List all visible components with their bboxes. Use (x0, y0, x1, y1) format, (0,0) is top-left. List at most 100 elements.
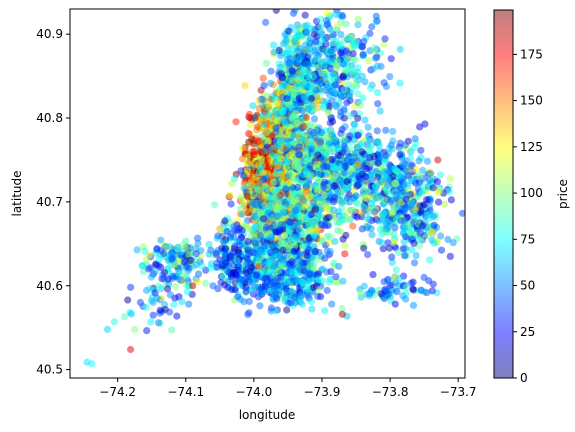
scatter-point (218, 244, 226, 252)
scatter-point (419, 221, 427, 229)
scatter-point (274, 212, 282, 220)
scatter-point (299, 67, 307, 75)
scatter-point (318, 22, 326, 30)
scatter-point (388, 253, 396, 261)
scatter-point (172, 283, 180, 291)
scatter-point (335, 262, 343, 271)
scatter-point (241, 82, 249, 90)
colorbar-tick-label: 100 (520, 186, 543, 200)
scatter-point (346, 112, 354, 120)
scatter-point (157, 236, 165, 244)
scatter-point (339, 72, 347, 80)
scatter-point (360, 244, 368, 252)
scatter-point (310, 72, 318, 81)
scatter-point (314, 151, 322, 159)
scatter-point (318, 30, 326, 38)
scatter-point (357, 289, 365, 298)
scatter-point (318, 237, 326, 245)
colorbar-tick-label: 175 (520, 47, 543, 61)
scatter-point (382, 126, 390, 134)
scatter-point (245, 138, 253, 146)
scatter-point (279, 63, 287, 71)
scatter-point (380, 79, 388, 87)
scatter-point (230, 223, 238, 231)
scatter-point (251, 236, 259, 244)
scatter-point (340, 107, 348, 115)
scatter-point (298, 72, 306, 80)
scatter-point (409, 286, 417, 294)
scatter-point (142, 286, 151, 295)
scatter-point (158, 275, 166, 283)
scatter-point (374, 217, 382, 225)
scatter-point (333, 64, 341, 72)
scatter-point (429, 184, 437, 192)
scatter-point (267, 304, 275, 312)
scatter-point (341, 250, 349, 258)
scatter-point (336, 178, 344, 186)
x-tick-label: −74.0 (235, 385, 272, 399)
scatter-point (446, 175, 454, 183)
scatter-point (365, 205, 373, 213)
scatter-point (369, 271, 377, 279)
scatter-point (149, 298, 157, 307)
scatter-point (368, 231, 376, 239)
scatter-point (317, 293, 325, 301)
scatter-point (323, 247, 331, 255)
scatter-point (338, 187, 346, 196)
scatter-point (257, 148, 265, 156)
scatter-point (166, 308, 174, 316)
scatter-point (180, 258, 188, 266)
scatter-point (155, 282, 163, 290)
scatter-point (307, 210, 315, 218)
scatter-point (213, 259, 221, 267)
scatter-point (283, 139, 291, 147)
scatter-point (412, 205, 420, 213)
scatter-point (276, 138, 284, 146)
scatter-point (366, 292, 374, 300)
scatter-point (237, 193, 245, 201)
scatter-point (319, 277, 327, 285)
colorbar-frame (493, 9, 514, 379)
scatter-point (293, 234, 301, 242)
scatter-point (252, 173, 260, 181)
scatter-point (373, 127, 381, 135)
scatter-point (272, 9, 280, 14)
scatter-point (260, 242, 268, 250)
scatter-point (296, 44, 304, 52)
scatter-point (410, 239, 418, 247)
scatter-point (388, 209, 396, 217)
scatter-point (274, 252, 282, 260)
scatter-point (285, 171, 293, 179)
scatter-point (151, 267, 159, 275)
scatter-point (433, 178, 441, 186)
scatter-point (279, 209, 287, 217)
scatter-point (359, 50, 367, 58)
scatter-point (325, 213, 333, 221)
scatter-point (189, 282, 197, 290)
scatter-point (323, 286, 331, 295)
y-axis-title: latitude (10, 170, 24, 216)
scatter-point (308, 218, 316, 226)
scatter-point (354, 15, 362, 23)
scatter-point (317, 15, 325, 23)
scatter-point (297, 85, 305, 93)
scatter-point (361, 116, 369, 124)
scatter-point (262, 59, 270, 67)
scatter-point (296, 265, 304, 273)
scatter-point (262, 18, 270, 26)
scatter-point (220, 238, 228, 246)
scatter-point (301, 22, 309, 30)
scatter-point (120, 313, 129, 321)
scatter-point (364, 144, 372, 152)
scatter-point (416, 229, 424, 237)
scatter-point (291, 190, 300, 198)
scatter-point (367, 225, 375, 233)
scatter-point (420, 273, 428, 281)
scatter-point (392, 180, 400, 188)
scatter-point (327, 46, 335, 55)
scatter-point (162, 243, 170, 251)
scatter-point (388, 258, 396, 266)
scatter-point (356, 142, 364, 150)
scatter-point (304, 61, 312, 69)
scatter-point (349, 50, 357, 58)
